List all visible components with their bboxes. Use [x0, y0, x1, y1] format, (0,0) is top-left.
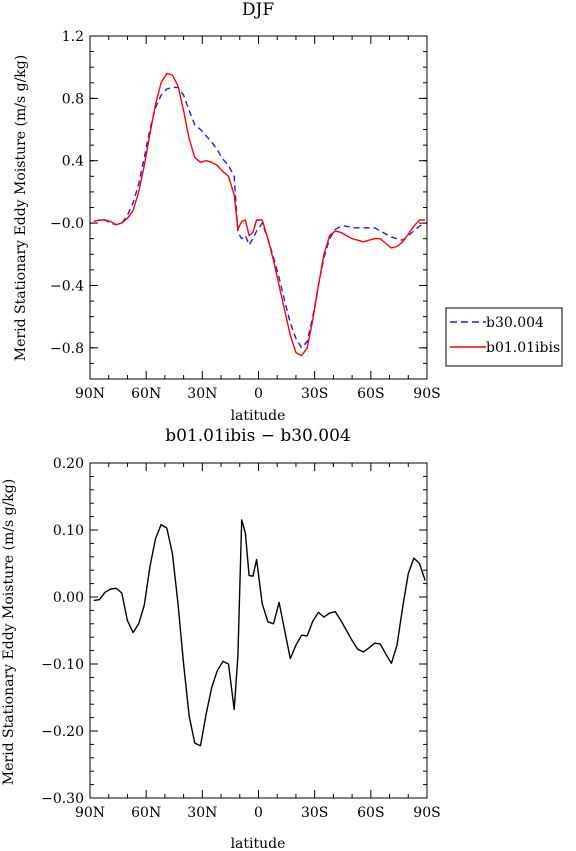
chart-bottom-ytick-label: −0.30 — [41, 791, 84, 807]
chart-bottom-plot-frame — [89, 462, 428, 799]
chart-top-plot-frame — [89, 35, 428, 380]
chart-bottom-ytick-label: 0.20 — [53, 456, 84, 472]
chart-bottom-xtick-label: 30N — [187, 805, 217, 821]
chart-bottom-ytick-label: 0.10 — [53, 523, 84, 539]
chart-top-xtick-label: 30S — [301, 386, 328, 402]
chart-top-xtick-label: 30N — [187, 386, 217, 402]
chart-top-series-line-1 — [93, 86, 426, 349]
chart-top-xlabel: latitude — [231, 408, 286, 424]
chart-top-xtick-label: 60N — [131, 386, 161, 402]
chart-bottom-xtick-label: 90S — [413, 805, 440, 821]
chart-bottom-xtick-label: 0 — [254, 805, 263, 821]
legend-label-b01-01ibis: b01.01ibis — [486, 340, 560, 356]
chart-top-title: DJF — [242, 0, 274, 20]
chart-top-ytick-label: −0.4 — [50, 278, 84, 294]
chart-bottom-series-line-1 — [93, 519, 426, 747]
chart-bottom-xtick-label: 60S — [357, 805, 384, 821]
chart-bottom-title: b01.01ibis − b30.004 — [165, 426, 350, 446]
chart-bottom: b01.01ibis − b30.004 latitude Merid Stat… — [1, 426, 441, 851]
chart-top-ylabel: Merid Stationary Eddy Moisture (m/s g/kg… — [13, 55, 29, 361]
chart-top-xtick-label: 90S — [413, 386, 440, 402]
chart-top-xtick-label: 90N — [75, 386, 105, 402]
chart-top-xtick-label: 0 — [254, 386, 263, 402]
chart-bottom-ytick-label: −0.10 — [41, 657, 84, 673]
chart-bottom-ylabel: Merid Stationary Eddy Moisture (m/s g/kg… — [1, 479, 17, 785]
chart-top-ytick-label: −0.0 — [50, 216, 84, 232]
chart-bottom-xtick-label: 60N — [131, 805, 161, 821]
chart-top-xtick-label: 60S — [357, 386, 384, 402]
chart-top-ytick-label: 0.8 — [62, 91, 84, 107]
chart-bottom-xtick-label: 90N — [75, 805, 105, 821]
chart-top: DJF latitude Merid Stationary Eddy Moist… — [13, 0, 441, 424]
legend: b30.004 b01.01ibis — [445, 307, 563, 367]
legend-box — [445, 307, 563, 367]
chart-top-ytick-label: 1.2 — [62, 29, 84, 45]
chart-top-ytick-label: 0.4 — [62, 154, 84, 170]
chart-bottom-ytick-label: −0.20 — [41, 724, 84, 740]
chart-top-series-line-2 — [93, 72, 426, 357]
chart-bottom-ytick-label: 0.00 — [53, 590, 84, 606]
legend-label-b30-004: b30.004 — [486, 315, 544, 331]
chart-bottom-xlabel: latitude — [231, 836, 286, 851]
chart-bottom-xtick-label: 30S — [301, 805, 328, 821]
chart-top-ytick-label: −0.8 — [50, 341, 84, 357]
